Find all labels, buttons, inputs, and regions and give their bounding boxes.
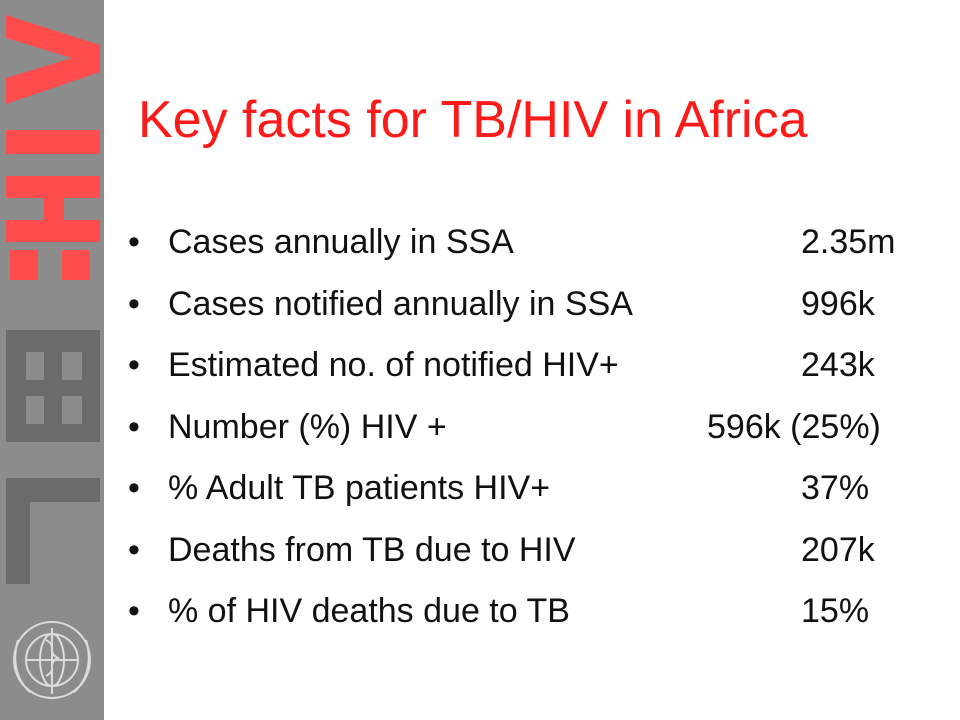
fact-label: Deaths from TB due to HIV — [168, 530, 576, 569]
who-emblem-icon — [13, 621, 91, 699]
bullet-icon: • — [128, 346, 140, 384]
fact-label: Estimated no. of notified HIV+ — [168, 346, 619, 384]
fact-value: 37% — [801, 469, 870, 507]
letter-b — [6, 330, 100, 442]
colon-dot-2 — [62, 250, 90, 280]
fact-label: % Adult TB patients HIV+ — [168, 469, 551, 507]
bullet-icon: • — [128, 469, 140, 507]
letter-v — [6, 15, 100, 104]
fact-value: 996k — [801, 284, 875, 323]
hiv-letters — [6, 15, 100, 280]
colon-dot-1 — [10, 250, 38, 280]
fact-label: Cases annually in SSA — [168, 223, 514, 261]
side-band — [0, 0, 104, 720]
fact-value: 15% — [801, 592, 870, 630]
fact-value: 243k — [801, 346, 875, 384]
bullet-icon: • — [128, 592, 140, 630]
fact-value: 207k — [801, 530, 875, 569]
fact-label: Number (%) HIV + — [168, 407, 447, 446]
letter-t-top — [6, 478, 100, 502]
fact-value: 596k (25%) — [707, 407, 881, 446]
letter-h-crossbar — [44, 198, 64, 220]
letter-h-bar-1 — [6, 176, 100, 198]
letter-h-bar-2 — [6, 220, 100, 242]
slide-title: Key facts for TB/HIV in Africa — [138, 91, 808, 149]
side-band-lettering — [6, 15, 100, 699]
letter-t-stem — [6, 502, 30, 584]
bullet-icon: • — [128, 530, 140, 569]
bullet-icon: • — [128, 223, 140, 261]
bullet-icon: • — [128, 284, 140, 323]
fact-value: 2.35m — [801, 223, 896, 261]
letter-i — [6, 130, 100, 154]
fact-label: % of HIV deaths due to TB — [168, 592, 570, 630]
bullet-icon: • — [128, 407, 140, 446]
tb-letters — [6, 330, 100, 584]
fact-label: Cases notified annually in SSA — [168, 284, 633, 323]
